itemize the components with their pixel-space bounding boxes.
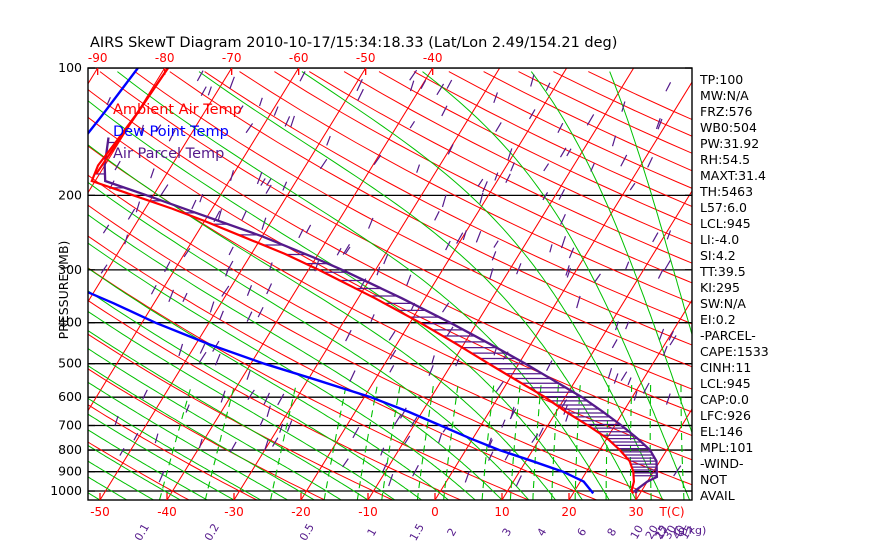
- parameter-line: CAP:0.0: [700, 392, 749, 407]
- pressure-tick-label: 100: [58, 60, 82, 75]
- pressure-tick-label: 600: [58, 389, 82, 404]
- chart-legend: Ambient Air Temp Dew Point Temp Air Parcel…: [113, 102, 242, 162]
- parameter-line: PW:31.92: [700, 136, 759, 151]
- mixing-ratio-tick-label: 40: [670, 523, 688, 542]
- parameter-line: LCL:945: [700, 376, 751, 391]
- temp-tick-label-top: -70: [222, 51, 242, 65]
- parcel-temp-curve: [103, 137, 659, 495]
- mixing-ratio-tick-label: 30: [661, 523, 679, 542]
- parameter-line: FRZ:576: [700, 104, 753, 119]
- dewpoint-curve: [88, 68, 595, 495]
- parameter-line: TT:39.5: [699, 264, 746, 279]
- plot-frame: [87, 67, 693, 501]
- legend-item-0: Ambient Air Temp: [113, 102, 242, 118]
- parameter-line: AVAIL: [700, 488, 735, 503]
- parameter-line: CAPE:1533: [700, 344, 769, 359]
- ambient-temp-curve: [90, 68, 636, 495]
- parameter-line: SI:4.2: [700, 248, 736, 263]
- grid-lines: [88, 68, 692, 500]
- wind-barb-markers: [100, 69, 682, 487]
- temp-tick-label-bottom: -30: [224, 505, 244, 519]
- parameter-line: TH:5463: [699, 184, 753, 199]
- mixing-ratio-tick-label: 25: [652, 523, 670, 542]
- temp-tick-label-bottom: -20: [291, 505, 311, 519]
- pressure-tick-label: 400: [58, 315, 82, 330]
- legend-item-1: Dew Point Temp: [113, 124, 229, 140]
- temp-tick-label-bottom: -10: [358, 505, 378, 519]
- parameter-line: LI:-4.0: [700, 232, 739, 247]
- temp-tick-label-top: -80: [155, 51, 175, 65]
- temp-tick-label-bottom: -40: [157, 505, 177, 519]
- parameter-line: NOT: [700, 472, 727, 487]
- parameter-line: EI:0.2: [700, 312, 736, 327]
- temp-tick-label-bottom: 30: [628, 505, 643, 519]
- temp-axis-label: T(C): [658, 505, 684, 519]
- temp-tick-label-bottom: -50: [90, 505, 110, 519]
- mixing-ratio-tick-label: 20: [643, 523, 661, 542]
- parameter-line: MW:N/A: [700, 88, 749, 103]
- parameter-line: WB0:504: [700, 120, 757, 135]
- mixing-ratio-axis-label: (g/kg): [674, 524, 707, 537]
- temp-tick-label-top: -50: [356, 51, 376, 65]
- temp-tick-label-bottom: 0: [431, 505, 439, 519]
- axis-ticks: [88, 67, 692, 500]
- pressure-tick-label: 500: [58, 356, 82, 371]
- parameter-line: RH:54.5: [700, 152, 750, 167]
- temp-tick-label-bottom: 20: [561, 505, 576, 519]
- temp-tick-label-top: -90: [88, 51, 108, 65]
- mixing-ratio-tick-label: 15: [678, 523, 696, 542]
- pressure-tick-label: 200: [58, 187, 82, 202]
- temp-tick-label-top: -40: [423, 51, 443, 65]
- parameter-panel: TP:100MW:N/AFRZ:576WB0:504PW:31.92RH:54.…: [699, 72, 769, 503]
- pressure-tick-label: 300: [58, 262, 82, 277]
- parameter-line: SW:N/A: [700, 296, 746, 311]
- parameter-line: -WIND-: [700, 456, 744, 471]
- parameter-line: KI:295: [700, 280, 740, 295]
- parameter-line: L57:6.0: [700, 200, 747, 215]
- parameter-line: -PARCEL-: [700, 328, 756, 343]
- pressure-tick-label: 1000: [50, 483, 82, 498]
- page-title: AIRS SkewT Diagram 2010-10-17/15:34:18.3…: [90, 35, 617, 51]
- pressure-tick-label: 800: [58, 442, 82, 457]
- parameter-line: EL:146: [700, 424, 743, 439]
- mixing-ratio-tick-label: 12: [653, 523, 671, 542]
- sounding-curves: [88, 68, 659, 495]
- temp-tick-label-bottom: 10: [494, 505, 509, 519]
- cape-hatch-region: [94, 141, 657, 477]
- parameter-line: MAXT:31.4: [700, 168, 766, 183]
- pressure-tick-label: 700: [58, 418, 82, 433]
- parameter-line: LFC:926: [700, 408, 751, 423]
- temp-tick-label-top: -60: [289, 51, 309, 65]
- mixing-ratio-tick-label: 10: [628, 523, 646, 542]
- parameter-line: CINH:11: [700, 360, 751, 375]
- parameter-line: LCL:945: [700, 216, 751, 231]
- pressure-tick-label: 900: [58, 464, 82, 479]
- pressure-axis-label: PRESSURE (MB): [56, 241, 71, 340]
- legend-item-2: Air Parcel Temp: [113, 146, 224, 162]
- parameter-line: TP:100: [699, 72, 743, 87]
- parameter-line: MPL:101: [700, 440, 753, 455]
